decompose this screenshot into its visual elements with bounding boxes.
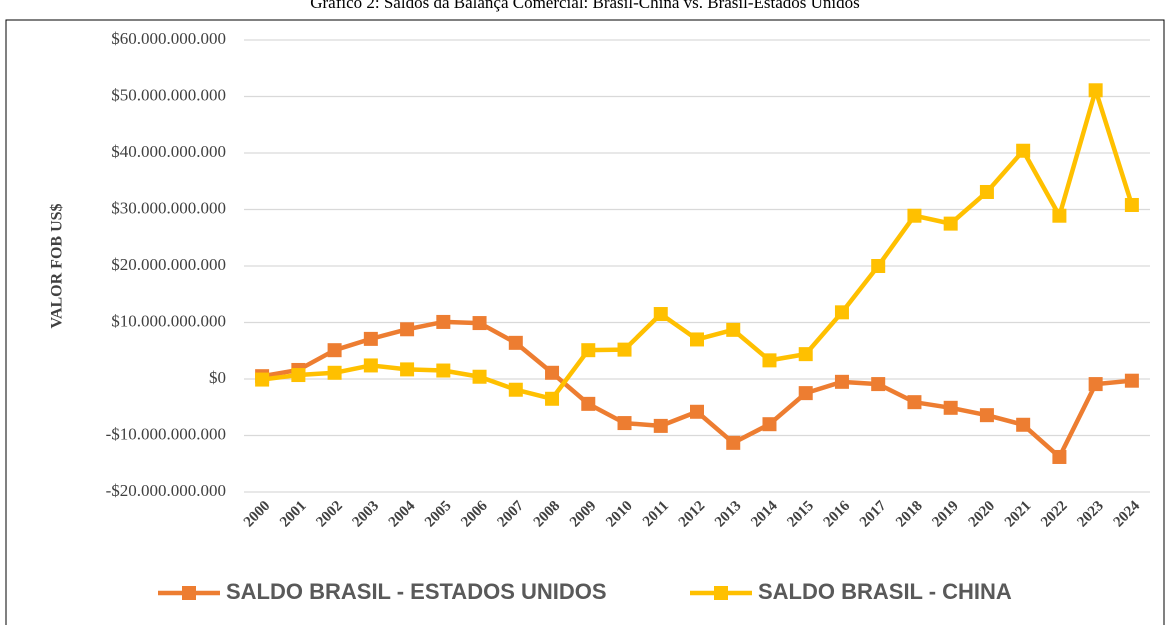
- point-marker: [871, 377, 886, 392]
- point-marker: [726, 322, 741, 337]
- point-marker: [363, 331, 378, 346]
- legend-label: SALDO BRASIL - CHINA: [758, 579, 1012, 604]
- point-marker: [436, 363, 451, 378]
- y-tick-label: $10.000.000.000: [111, 311, 226, 330]
- y-tick-label: -$20.000.000.000: [106, 481, 226, 500]
- point-marker: [400, 322, 415, 337]
- point-marker: [291, 368, 306, 383]
- point-marker: [472, 369, 487, 384]
- point-marker: [327, 343, 342, 358]
- point-marker: [834, 374, 849, 389]
- point-marker: [1124, 373, 1139, 388]
- point-marker: [1016, 143, 1031, 158]
- legend-marker: [714, 586, 728, 600]
- y-axis-label: VALOR FOB US$: [49, 203, 66, 328]
- point-marker: [508, 382, 523, 397]
- point-marker: [1124, 197, 1139, 212]
- y-tick-label: $60.000.000.000: [111, 29, 226, 48]
- point-marker: [798, 347, 813, 362]
- point-marker: [1088, 377, 1103, 392]
- point-marker: [762, 417, 777, 432]
- legend-label: SALDO BRASIL - ESTADOS UNIDOS: [226, 579, 607, 604]
- point-marker: [907, 395, 922, 410]
- point-marker: [545, 391, 560, 406]
- point-marker: [581, 343, 596, 358]
- y-tick-label: -$10.000.000.000: [106, 424, 226, 443]
- point-marker: [943, 216, 958, 231]
- point-marker: [255, 372, 270, 387]
- y-tick-label: $20.000.000.000: [111, 255, 226, 274]
- point-marker: [508, 335, 523, 350]
- point-marker: [762, 353, 777, 368]
- point-marker: [979, 408, 994, 423]
- point-marker: [726, 435, 741, 450]
- point-marker: [327, 365, 342, 380]
- point-marker: [690, 332, 704, 347]
- point-marker: [690, 404, 704, 419]
- point-marker: [617, 416, 632, 431]
- point-marker: [1016, 417, 1031, 432]
- point-marker: [581, 396, 596, 411]
- point-marker: [1088, 83, 1103, 98]
- point-marker: [979, 184, 994, 199]
- legend-marker: [182, 586, 196, 600]
- point-marker: [834, 305, 849, 320]
- point-marker: [436, 314, 451, 329]
- point-marker: [617, 342, 632, 357]
- point-marker: [400, 362, 415, 377]
- point-marker: [798, 386, 813, 401]
- point-marker: [653, 307, 668, 322]
- point-marker: [1052, 208, 1067, 223]
- point-marker: [545, 365, 560, 380]
- point-marker: [907, 208, 922, 223]
- y-tick-label: $0: [209, 368, 226, 387]
- chart-title: Gráfico 2: Saldos da Balança Comercial: …: [310, 0, 860, 12]
- point-marker: [1052, 449, 1067, 464]
- y-tick-label: $40.000.000.000: [111, 142, 226, 161]
- point-marker: [943, 400, 958, 415]
- y-tick-label: $50.000.000.000: [111, 85, 226, 104]
- y-tick-label: $30.000.000.000: [111, 198, 226, 217]
- point-marker: [871, 259, 886, 273]
- point-marker: [363, 358, 378, 373]
- point-marker: [472, 316, 487, 331]
- point-marker: [653, 418, 668, 433]
